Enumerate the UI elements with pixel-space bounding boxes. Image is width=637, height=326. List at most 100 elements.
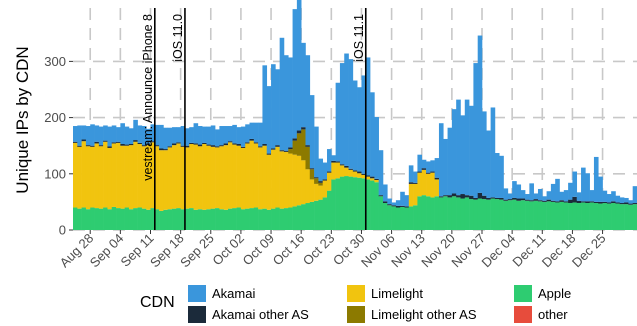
bar-segment [563, 201, 569, 203]
bar-segment [438, 123, 444, 197]
bar-segment [344, 53, 349, 166]
bar-segment [85, 209, 91, 230]
bar-segment [499, 197, 504, 200]
bar-segment [352, 177, 358, 230]
bar-segment [413, 205, 418, 230]
bar-segment [301, 160, 306, 205]
bar-segment [279, 151, 285, 209]
bar-segment [275, 69, 280, 146]
bar-segment [206, 144, 212, 146]
bar-segment [77, 125, 82, 146]
bar-segment [460, 115, 466, 195]
bar-segment [271, 149, 276, 209]
bar-segment [482, 195, 487, 200]
bar-segment [172, 143, 177, 146]
y-axis: 0 100 200 300 [44, 54, 73, 238]
x-tick-label: Sep 04 [87, 231, 127, 271]
legend-label: Akamai [212, 286, 255, 301]
bar-segment [542, 196, 547, 201]
bar-segment [529, 201, 534, 230]
bar-segment [344, 167, 349, 177]
event-label: iOS 11.0 [171, 14, 185, 62]
bar-segment [512, 197, 517, 200]
bar-segment [327, 172, 332, 191]
bar-segment [266, 86, 272, 154]
bar-segment [163, 127, 169, 150]
bar-segment [434, 196, 440, 230]
bar-segment [154, 209, 160, 230]
bar-segment [632, 204, 637, 230]
bar-segment [271, 208, 276, 230]
bar-segment [499, 155, 504, 198]
bar-segment [460, 198, 466, 230]
bar-segment [352, 80, 358, 171]
bar-segment [421, 195, 427, 230]
bar-segment [197, 146, 203, 210]
bar-segment [516, 198, 522, 201]
bar-segment [197, 144, 203, 147]
bar-segment [107, 147, 113, 210]
bar-segment [202, 209, 207, 230]
bar-segment [167, 146, 173, 148]
bar-segment [236, 145, 242, 208]
bar-segment [516, 184, 522, 199]
bar-segment [624, 202, 629, 205]
bar-segment [77, 208, 82, 230]
bar-segment [434, 158, 440, 178]
bar-segment [258, 147, 263, 210]
bar-segment [193, 209, 199, 230]
bar-segment [529, 183, 534, 201]
bar-segment [581, 167, 586, 202]
bar-segment [85, 145, 91, 147]
bar-segment [370, 92, 375, 177]
bar-segment [516, 200, 522, 230]
bar-segment [318, 181, 324, 183]
bar-segment [533, 193, 539, 200]
bar-segment [249, 122, 255, 139]
bar-segment [73, 207, 78, 230]
bar-segment [525, 194, 530, 200]
bar-segment [619, 204, 625, 230]
bar-segment [77, 145, 82, 147]
bar-segment [421, 168, 427, 170]
bar-segment [482, 111, 487, 196]
bar-segment [348, 176, 354, 230]
bar-segment [335, 82, 341, 162]
bar-segment [391, 202, 397, 206]
event-label: vestream: Announce iPhone 8 [141, 14, 155, 181]
bar-segment [301, 129, 306, 161]
bar-segment [443, 138, 448, 196]
bar-segment [335, 178, 341, 230]
bar-segment [447, 195, 453, 198]
bar-segment [327, 149, 332, 172]
bar-segment [236, 144, 242, 146]
bar-segment [90, 124, 95, 146]
bar-segment [473, 63, 479, 198]
bar-segment [133, 140, 138, 142]
bar-segment [309, 168, 315, 170]
bar-segment [137, 125, 143, 143]
bar-segment [348, 59, 354, 169]
bar-segment [288, 149, 293, 154]
bar-segment [374, 179, 379, 183]
bar-segment [249, 138, 255, 141]
bar-segment [301, 204, 306, 230]
bar-segment [400, 191, 405, 206]
bar-segment [98, 146, 104, 209]
bar-segment [296, 133, 302, 156]
bar-segment [81, 141, 87, 208]
bar-segment [512, 199, 517, 230]
bar-segment [602, 190, 608, 202]
bar-segment [357, 87, 362, 172]
bar-segment [309, 179, 315, 202]
bar-segment [167, 147, 173, 210]
bar-segment [606, 203, 612, 230]
bar-segment [154, 124, 160, 146]
bar-segment [141, 145, 147, 147]
bar-segment [404, 206, 410, 208]
bar-segment [486, 130, 491, 198]
bar-segment [296, 205, 302, 230]
bar-segment [150, 141, 156, 143]
bar-segment [133, 141, 138, 209]
